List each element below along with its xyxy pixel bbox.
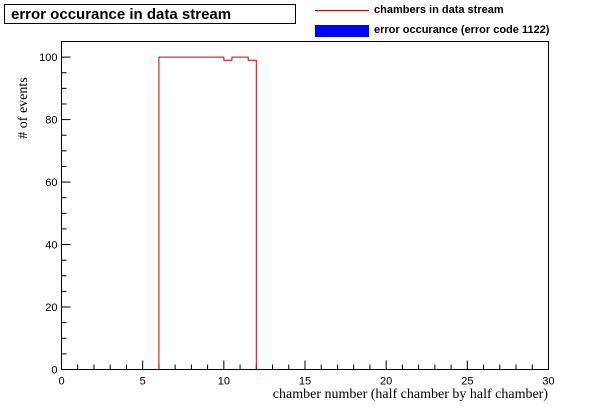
x-axis-label: chamber number (half chamber by half cha… [273, 387, 549, 402]
histogram-bin [224, 60, 232, 369]
x-tick-label: 25 [461, 376, 473, 388]
histogram-bin [199, 57, 207, 369]
y-tick-label: 0 [51, 365, 57, 377]
histogram-bin [232, 57, 240, 369]
y-axis: 0 20 40 60 80 100 [39, 41, 71, 377]
chart-title: error occurance in data stream [4, 4, 296, 24]
series-layer [158, 56, 257, 370]
histogram-bin [175, 57, 183, 369]
legend: chambers in data stream error occurance … [307, 2, 607, 42]
x-tick-label: 5 [140, 376, 146, 388]
legend-swatch-fill [315, 25, 369, 37]
y-axis-label: # of events [16, 77, 31, 138]
y-tick-label: 80 [45, 115, 57, 127]
x-tick-label: 15 [299, 376, 311, 388]
legend-label: error occurance (error code 1122) [374, 24, 550, 36]
legend-swatch-line [315, 10, 369, 11]
y-tick-label: 60 [45, 177, 57, 189]
legend-entry-errors: error occurance (error code 1122) [307, 22, 607, 40]
plot-frame [61, 41, 549, 370]
y-tick-label: 100 [39, 52, 57, 64]
x-axis: 0 5 10 15 20 25 30 [58, 360, 555, 388]
histogram-bin [167, 57, 175, 369]
histogram-bin [216, 57, 224, 369]
histogram-bin [191, 57, 199, 369]
y-tick-label: 20 [45, 302, 57, 314]
x-tick-label: 30 [542, 376, 554, 388]
histogram-bin [248, 60, 256, 369]
histogram-bin [159, 57, 167, 369]
histogram-bin [183, 57, 191, 369]
y-tick-label: 40 [45, 240, 57, 252]
histogram-bin [208, 57, 216, 369]
x-tick-label: 20 [380, 376, 392, 388]
legend-label: chambers in data stream [374, 4, 504, 16]
legend-entry-chambers: chambers in data stream [307, 2, 607, 20]
x-tick-label: 0 [58, 376, 64, 388]
histogram-bin [240, 57, 248, 369]
histogram-series-line [158, 56, 257, 370]
x-tick-label: 10 [218, 376, 230, 388]
